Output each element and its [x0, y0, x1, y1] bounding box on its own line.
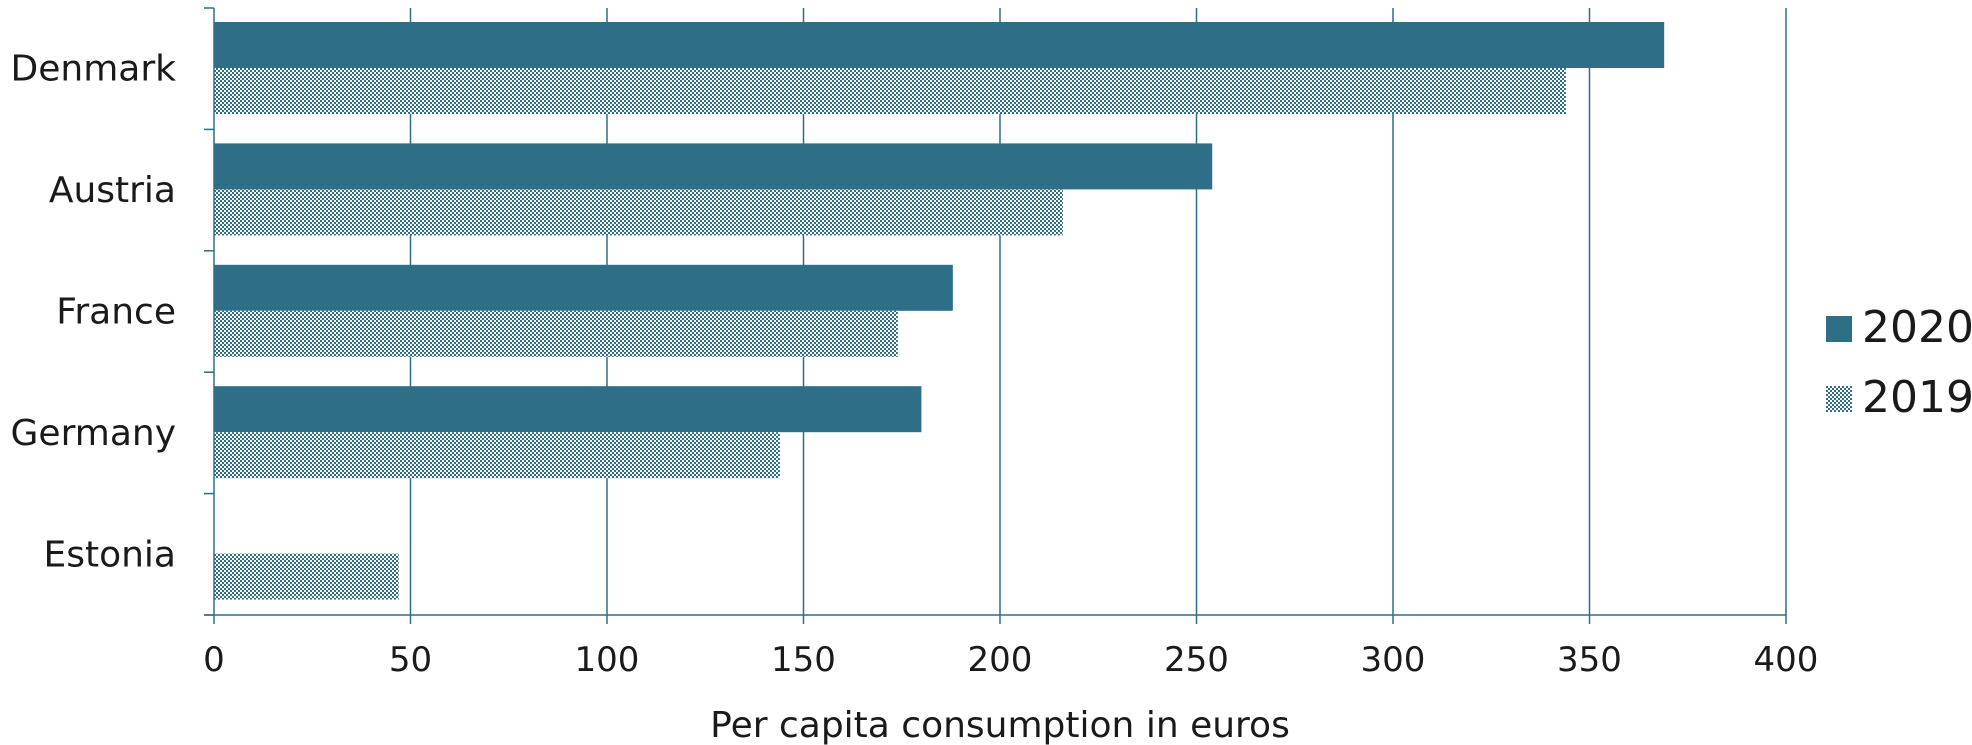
x-tick-label-50: 50: [389, 640, 432, 680]
x-tick-label-100: 100: [575, 640, 640, 680]
x-tick-label-200: 200: [968, 640, 1033, 680]
bar-france-2019: [214, 310, 898, 357]
axes: [204, 7, 1787, 624]
bar-denmark-2020: [214, 22, 1665, 68]
x-tick-label-0: 0: [203, 640, 225, 680]
bar-denmark-2019: [214, 68, 1566, 114]
bar-estonia-2019: [214, 553, 399, 600]
category-label-germany: Germany: [11, 413, 176, 454]
category-label-france: France: [56, 292, 176, 333]
legend-swatch-2019: [1826, 386, 1852, 412]
x-tick-labels: 0 50 100 150 200 250 300 350 400: [203, 640, 1818, 680]
x-tick-label-400: 400: [1754, 640, 1819, 680]
legend-label-2019: 2019: [1862, 372, 1972, 423]
legend-label-2020: 2020: [1862, 302, 1972, 353]
x-tick-label-350: 350: [1557, 640, 1622, 680]
category-label-estonia: Estonia: [43, 534, 176, 575]
bar-germany-2019: [214, 432, 780, 479]
x-tick-label-150: 150: [771, 640, 836, 680]
bar-germany-2020: [214, 386, 922, 433]
bar-austria-2020: [214, 143, 1213, 190]
category-labels: Denmark Austria France Germany Estonia: [11, 49, 177, 576]
bar-france-2020: [214, 264, 953, 311]
x-axis-title: Per capita consumption in euros: [710, 705, 1290, 745]
bars: [214, 22, 1665, 600]
category-label-denmark: Denmark: [11, 49, 177, 90]
bar-austria-2019: [214, 189, 1063, 236]
category-label-austria: Austria: [49, 170, 176, 211]
legend: 2020 2019: [1826, 302, 1972, 423]
legend-swatch-2020: [1826, 316, 1852, 342]
x-tick-label-300: 300: [1361, 640, 1426, 680]
x-tick-label-250: 250: [1164, 640, 1229, 680]
